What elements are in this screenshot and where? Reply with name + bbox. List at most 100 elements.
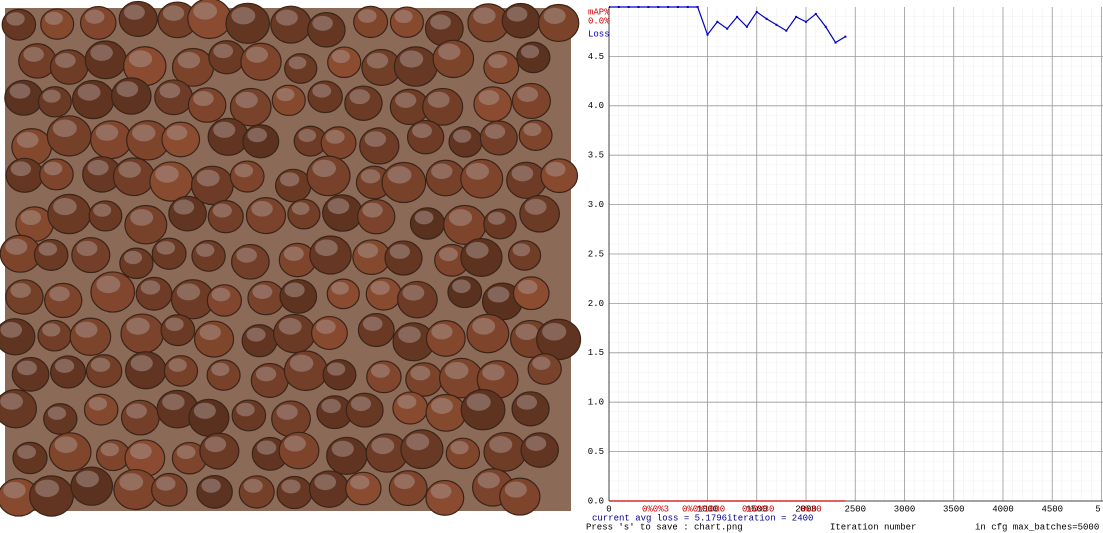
nut-cap bbox=[252, 285, 272, 299]
nut-cap bbox=[89, 397, 107, 410]
nut-cap bbox=[196, 243, 214, 256]
nut-cap bbox=[281, 479, 300, 493]
nut-cap bbox=[397, 395, 416, 409]
nut-cap bbox=[512, 166, 534, 182]
loss-point bbox=[677, 6, 679, 8]
nut-cap bbox=[312, 84, 331, 98]
nut-cap bbox=[482, 364, 504, 380]
loss-point bbox=[756, 11, 758, 13]
nut-cap bbox=[53, 198, 76, 215]
nut-cap bbox=[39, 242, 57, 255]
nut-cap bbox=[479, 90, 500, 105]
nut-cap bbox=[5, 239, 27, 255]
x-tick-label: 4500 bbox=[1041, 504, 1063, 514]
nut-cap bbox=[513, 243, 531, 256]
nut-cap bbox=[23, 47, 43, 62]
nut-cap bbox=[507, 7, 528, 22]
loss-point bbox=[618, 6, 620, 8]
loss-point bbox=[775, 24, 777, 26]
nut-cap bbox=[312, 16, 333, 31]
nut-cap bbox=[279, 318, 302, 335]
nut-cap bbox=[231, 7, 255, 24]
nut-cap bbox=[116, 81, 138, 97]
nut-cap bbox=[3, 482, 25, 498]
nut-cap bbox=[96, 276, 120, 293]
loss-point bbox=[647, 6, 649, 8]
legend-loss: Loss bbox=[588, 29, 610, 39]
nut-cap bbox=[247, 328, 266, 342]
loss-point bbox=[785, 30, 787, 32]
nut-cap bbox=[518, 280, 538, 294]
nut-cap bbox=[236, 403, 254, 416]
y-tick-label: 0.5 bbox=[588, 447, 604, 457]
nut-cap bbox=[371, 437, 394, 454]
nut-cap bbox=[10, 84, 31, 99]
nut-cap bbox=[256, 367, 276, 382]
nut-cap bbox=[212, 288, 231, 302]
nut-cap bbox=[478, 472, 500, 488]
y-tick-label: 4.5 bbox=[588, 52, 604, 62]
nut-cap bbox=[119, 161, 141, 177]
nut-cap bbox=[213, 204, 232, 218]
nut-cap bbox=[199, 324, 220, 340]
x-tick-label: 4000 bbox=[992, 504, 1014, 514]
x-tick-label: 2500 bbox=[844, 504, 866, 514]
legend-map-value: 0.0% bbox=[588, 16, 610, 26]
nut-cap bbox=[467, 393, 491, 410]
nut-cap bbox=[371, 364, 390, 378]
nut-cap bbox=[398, 326, 421, 342]
nut-cap bbox=[78, 84, 101, 101]
nut-cap bbox=[412, 124, 432, 138]
nut-cap bbox=[21, 210, 42, 225]
nut-cap bbox=[445, 362, 469, 379]
loss-point bbox=[657, 6, 659, 8]
nut-cap bbox=[517, 87, 538, 102]
y-tick-label: 0.0 bbox=[588, 496, 604, 506]
nut-cap bbox=[45, 12, 63, 25]
nut-cap bbox=[130, 443, 152, 459]
nut-cap bbox=[85, 10, 104, 24]
nut-cap bbox=[406, 433, 429, 450]
nut-cap bbox=[505, 482, 527, 498]
nut-cap bbox=[316, 320, 336, 334]
nut-cap bbox=[235, 164, 253, 177]
screen: 0.00.51.01.52.02.53.03.54.04.50100015002… bbox=[0, 0, 1103, 533]
nut-cap bbox=[365, 131, 387, 147]
nut-cap bbox=[358, 243, 379, 258]
nut-cap bbox=[285, 283, 305, 298]
nut-cap bbox=[431, 484, 452, 499]
nut-cap bbox=[489, 436, 512, 453]
nut-cap bbox=[362, 203, 382, 218]
nut-cap bbox=[236, 248, 257, 263]
nut-cap bbox=[119, 473, 143, 490]
nut-cap bbox=[43, 90, 61, 103]
x-tick-label: 3500 bbox=[943, 504, 965, 514]
nut-cap bbox=[251, 201, 272, 217]
nut-cap bbox=[431, 164, 452, 179]
nut-cap bbox=[141, 280, 161, 294]
nut-cap bbox=[156, 477, 176, 491]
loss-point bbox=[815, 13, 817, 15]
nut-cap bbox=[485, 124, 505, 139]
nut-cap bbox=[91, 358, 110, 372]
nut-cap bbox=[400, 50, 424, 67]
nut-cap bbox=[53, 120, 77, 137]
loss-point bbox=[716, 21, 718, 23]
nut-cap bbox=[48, 407, 66, 420]
nut-cap bbox=[169, 359, 187, 372]
status-save: Press 's' to save : chart.png bbox=[586, 522, 743, 532]
nut-cap bbox=[35, 480, 59, 497]
nut-cap bbox=[431, 398, 453, 414]
nut-cap bbox=[367, 53, 388, 69]
nut-cap bbox=[177, 445, 196, 459]
nut-cap bbox=[201, 479, 220, 493]
nut-cap bbox=[77, 241, 98, 256]
loss-point bbox=[835, 42, 837, 44]
loss-point bbox=[667, 6, 669, 8]
nut-cap bbox=[130, 209, 153, 226]
nut-cap bbox=[246, 47, 268, 63]
nut-cap bbox=[205, 437, 226, 453]
x-tick-label: 5 bbox=[1095, 504, 1100, 514]
nut-cap bbox=[452, 280, 470, 293]
nut-cap bbox=[473, 7, 496, 23]
